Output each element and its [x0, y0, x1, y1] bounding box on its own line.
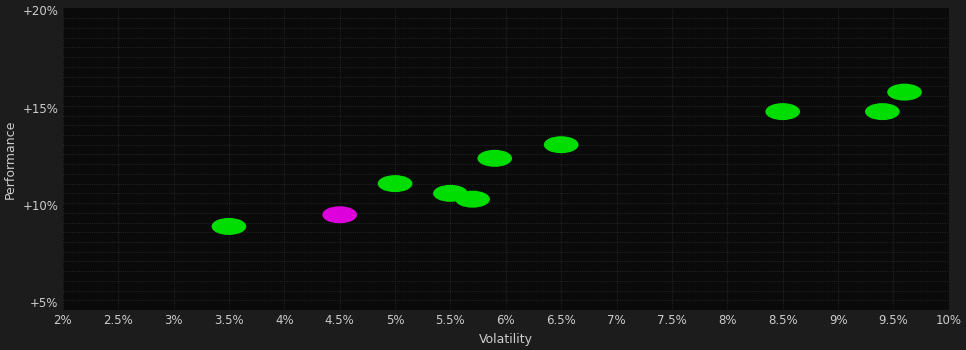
Ellipse shape: [379, 176, 412, 191]
Ellipse shape: [456, 191, 489, 207]
Ellipse shape: [766, 104, 799, 119]
Ellipse shape: [545, 137, 578, 153]
Y-axis label: Performance: Performance: [4, 120, 17, 199]
Ellipse shape: [866, 104, 899, 119]
Ellipse shape: [888, 84, 922, 100]
Ellipse shape: [478, 150, 511, 166]
Ellipse shape: [323, 207, 356, 223]
Ellipse shape: [213, 219, 245, 234]
Ellipse shape: [434, 186, 467, 201]
X-axis label: Volatility: Volatility: [479, 333, 533, 346]
